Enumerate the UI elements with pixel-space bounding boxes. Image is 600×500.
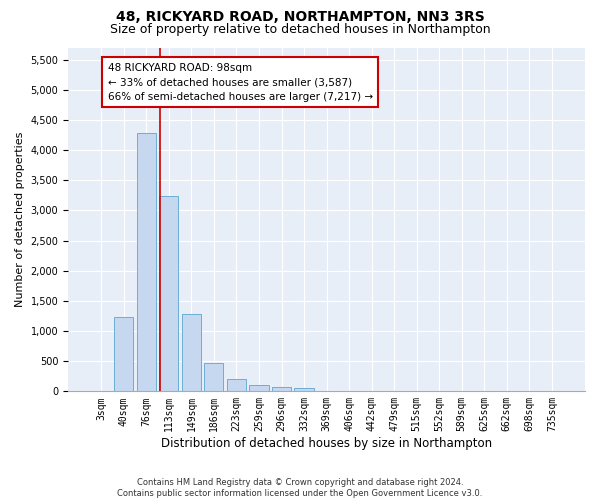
Text: 48 RICKYARD ROAD: 98sqm
← 33% of detached houses are smaller (3,587)
66% of semi: 48 RICKYARD ROAD: 98sqm ← 33% of detache… (107, 62, 373, 102)
Text: Size of property relative to detached houses in Northampton: Size of property relative to detached ho… (110, 22, 490, 36)
Bar (250, 386, 269, 392)
Text: 48, RICKYARD ROAD, NORTHAMPTON, NN3 3RS: 48, RICKYARD ROAD, NORTHAMPTON, NN3 3RS (116, 10, 484, 24)
Bar (159, 196, 178, 392)
Bar (227, 380, 246, 392)
Bar (205, 363, 223, 392)
Bar (137, 133, 156, 392)
Bar (182, 314, 201, 392)
Bar (272, 387, 291, 392)
X-axis label: Distribution of detached houses by size in Northampton: Distribution of detached houses by size … (161, 437, 492, 450)
Text: Contains HM Land Registry data © Crown copyright and database right 2024.
Contai: Contains HM Land Registry data © Crown c… (118, 478, 482, 498)
Y-axis label: Number of detached properties: Number of detached properties (15, 132, 25, 307)
Bar (114, 317, 133, 392)
Bar (295, 388, 314, 392)
